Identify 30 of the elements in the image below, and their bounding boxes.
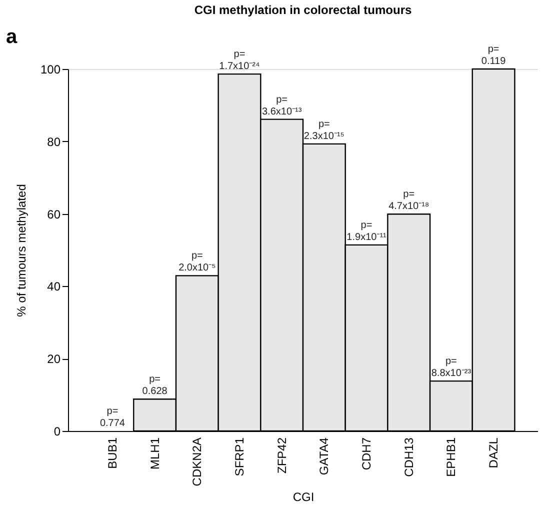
x-tick-label: GATA4 [317,437,332,476]
x-tick-label: ZFP42 [274,437,289,474]
y-tick-label: 20 [47,352,61,366]
y-tick-label: 60 [47,207,61,222]
annotation: p= 2.0x10⁻⁵ [178,250,216,274]
x-tick-label: BUB1 [105,437,120,469]
y-tick-label: 80 [47,134,61,149]
annotation: p= 0.119 [481,44,506,67]
y-tick-label: 0 [54,424,61,438]
x-tick-label: DAZL [486,437,501,468]
y-axis-title: % of tumours methylated [14,184,28,317]
annotation: p= 2.3x10⁻¹⁵ [304,118,344,142]
x-tick-label: MLH1 [148,437,162,470]
y-tick-label: 100 [40,62,61,76]
x-tick-label: CDH7 [360,437,374,470]
annotation: p= 4.7x10⁻¹⁸ [388,189,430,212]
x-tick-label: CDH13 [402,437,416,477]
chart-title: CGI methylation in colorectal tumours [194,3,412,17]
annotation: p= 8.8x10⁻²³ [431,356,472,380]
annotation: p= 1.7x10⁻²⁴ [219,49,260,72]
x-tick-label: CDKN2A [190,438,204,486]
annotation: p= 1.9x10⁻¹¹ [346,220,388,243]
y-tick-label: 40 [47,280,61,294]
x-axis-title: CGI [292,490,314,504]
annotation: p= 3.6x10⁻¹³ [262,94,302,118]
x-tick-label: SFRP1 [232,437,246,476]
text: a [6,26,18,48]
annotation: p= 0.628 [142,374,168,398]
annotation: p= 0.774 [100,406,126,429]
x-tick-label: EPHB1 [444,437,458,477]
